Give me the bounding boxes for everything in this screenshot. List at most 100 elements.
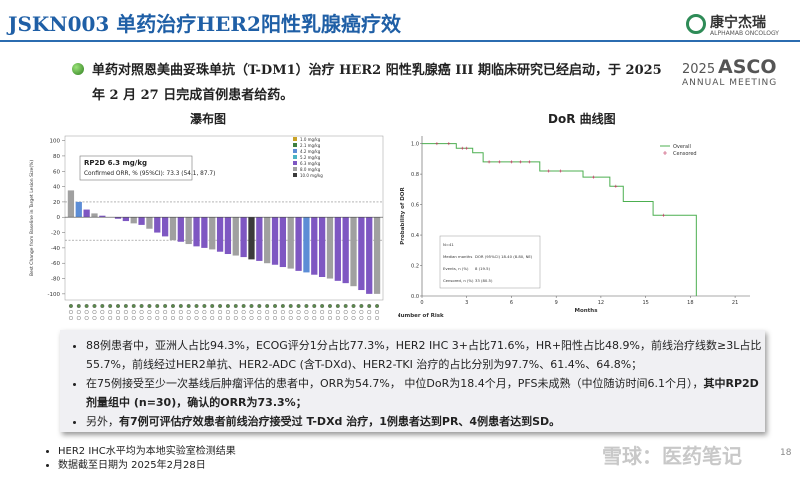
x-tick-label: 12 (598, 300, 604, 306)
marker-dot (163, 303, 168, 308)
bar (209, 217, 216, 250)
marker-dot (296, 303, 301, 308)
bar (287, 217, 294, 269)
legend-swatch (293, 155, 297, 159)
marker-dot (257, 315, 262, 320)
bar (248, 217, 255, 260)
marker-dot (351, 315, 356, 320)
marker-dot (68, 303, 73, 308)
km-chart: Probability of DOR 0.0 0.2 0.4 0.6 0.8 1.0 0 3 6 9… (398, 136, 750, 319)
bar (114, 217, 122, 219)
marker-dot (186, 303, 191, 308)
legend-swatch (293, 143, 297, 147)
footnote-list: HER2 IHC水平均为本地实验室检测结果数据截至日期为 2025年2月28日 (40, 445, 236, 473)
marker-dot (312, 315, 317, 320)
marker-dot (92, 309, 97, 314)
legend-label: Censored (673, 151, 697, 157)
x-tick-label: 6 (510, 300, 513, 306)
marker-dot (131, 303, 136, 308)
censor-mark (518, 160, 522, 164)
inset-cell: 33 (80.5) (475, 278, 493, 283)
marker-dot (123, 309, 128, 314)
marker-dot (108, 303, 113, 308)
censor-mark (559, 169, 563, 173)
marker-dot (335, 303, 340, 308)
bar (185, 217, 192, 245)
marker-dot (359, 309, 364, 314)
inset-cell: 8 (19.5) (475, 266, 491, 271)
marker-dot (367, 309, 372, 314)
marker-dot (241, 309, 246, 314)
annotation-title: RP2D 6.3 mg/kg (84, 159, 147, 167)
marker-dot (210, 309, 215, 314)
marker-dot (320, 303, 325, 308)
marker-dot (359, 303, 364, 308)
bar (295, 217, 302, 271)
y-tick-label: 0 (57, 215, 61, 221)
inset-cell: Events, n (%) (443, 266, 469, 271)
marker-dot (335, 315, 340, 320)
marker-dot (68, 309, 73, 314)
marker-dot (265, 315, 270, 320)
marker-dot (170, 309, 175, 314)
inset-table (439, 235, 541, 289)
x-tick-label: 18 (687, 300, 693, 306)
bullet-list: 88例患者中，亚洲人占比94.3%，ECOG评分1分占比77.3%，HER2 I… (60, 336, 765, 431)
bar (83, 209, 90, 218)
marker-dot (178, 309, 183, 314)
legend-censor (663, 151, 667, 155)
logo-sub: ALPHAMAB ONCOLOGY (710, 30, 779, 37)
inset-cell: Censored, n (%) (443, 278, 474, 283)
bar (138, 217, 145, 225)
marker-dot (367, 303, 372, 308)
footnotes: HER2 IHC水平均为本地实验室检测结果数据截至日期为 2025年2月28日 (40, 445, 236, 473)
marker-dot (273, 315, 278, 320)
marker-dot (202, 309, 207, 314)
marker-dot (163, 309, 168, 314)
marker-dot (367, 315, 372, 320)
risk-label: Number of Risk (398, 313, 444, 319)
intro-text: 单药对照恩美曲妥珠单抗（T-DM1）治疗 HER2 阳性乳腺癌 III 期临床研… (92, 63, 662, 103)
bullet-segment: 另外， (86, 415, 119, 428)
marker-dot (76, 309, 81, 314)
bar (264, 217, 271, 264)
marker-dot (343, 315, 348, 320)
annotation-text: Confirmed ORR, % (95%CI): 73.3 (54.1, 87… (84, 171, 215, 177)
y-tick-label: 40 (53, 185, 60, 191)
marker-dot (241, 315, 246, 320)
y-tick-label: 0.4 (411, 233, 419, 239)
marker-dot (233, 315, 238, 320)
marker-dot (139, 303, 144, 308)
marker-dot (257, 309, 262, 314)
marker-dot (265, 309, 270, 314)
y-tick-label: 0.2 (411, 264, 419, 270)
marker-dot (92, 303, 97, 308)
marker-dot (178, 303, 183, 308)
marker-dot (296, 315, 301, 320)
marker-dot (68, 315, 73, 320)
footnote: 数据截至日期为 2025年2月28日 (58, 459, 236, 473)
marker-dot (257, 303, 262, 308)
bar (91, 213, 98, 218)
bar (177, 217, 184, 242)
y-tick-label: -60 (51, 261, 60, 267)
marker-dot (76, 315, 81, 320)
marker-dot (139, 309, 144, 314)
marker-dot (304, 315, 309, 320)
plot-frame (64, 135, 384, 301)
marker-dot (280, 315, 285, 320)
waterfall-chart: Best Change from Baseline in Target Lesi… (29, 135, 384, 320)
censor-mark (447, 142, 451, 146)
bar (303, 217, 310, 273)
marker-dot (249, 309, 254, 314)
legend-swatch (293, 149, 297, 153)
marker-dot (163, 315, 168, 320)
bar (271, 217, 279, 265)
y-tick-label: 0.6 (411, 203, 419, 209)
x-tick-label: 9 (555, 300, 558, 306)
y-tick-label: 100 (50, 139, 61, 145)
bar (99, 215, 106, 218)
footnote: HER2 IHC水平均为本地实验室检测结果 (58, 445, 236, 459)
marker-dot (327, 303, 332, 308)
bar (240, 217, 247, 258)
